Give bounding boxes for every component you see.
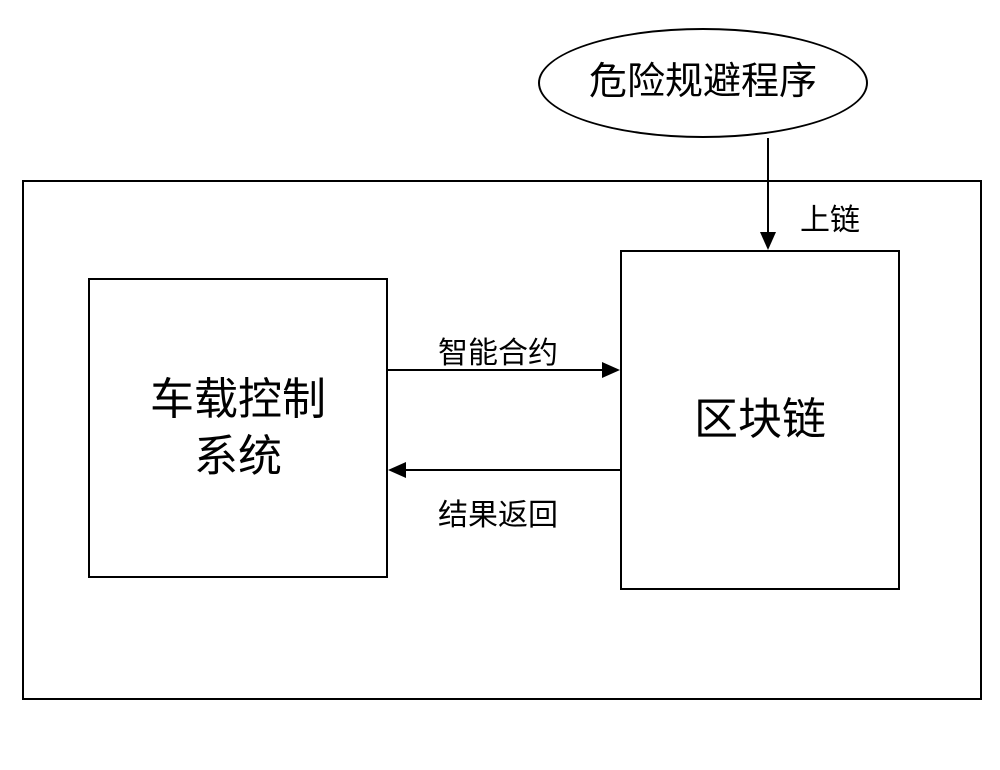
box-left-label-line2: 系统 [194,432,282,481]
box-left-label-line1: 车载控制 [150,375,326,424]
edge-label-onchain: 上链 [800,195,860,239]
box-left-label: 车载控制 系统 [150,371,326,485]
edge-label-smart-contract: 智能合约 [438,328,558,372]
ellipse-risk-avoidance-program: 危险规避程序 [538,28,868,138]
ellipse-label: 危险规避程序 [589,58,817,107]
box-vehicle-control-system: 车载控制 系统 [88,278,388,578]
diagram-canvas: 危险规避程序 车载控制 系统 区块链 上链 智能合约 结果返回 [0,0,1000,770]
box-blockchain: 区块链 [620,250,900,590]
box-right-label: 区块链 [694,391,826,448]
edge-label-result-return: 结果返回 [438,490,558,534]
